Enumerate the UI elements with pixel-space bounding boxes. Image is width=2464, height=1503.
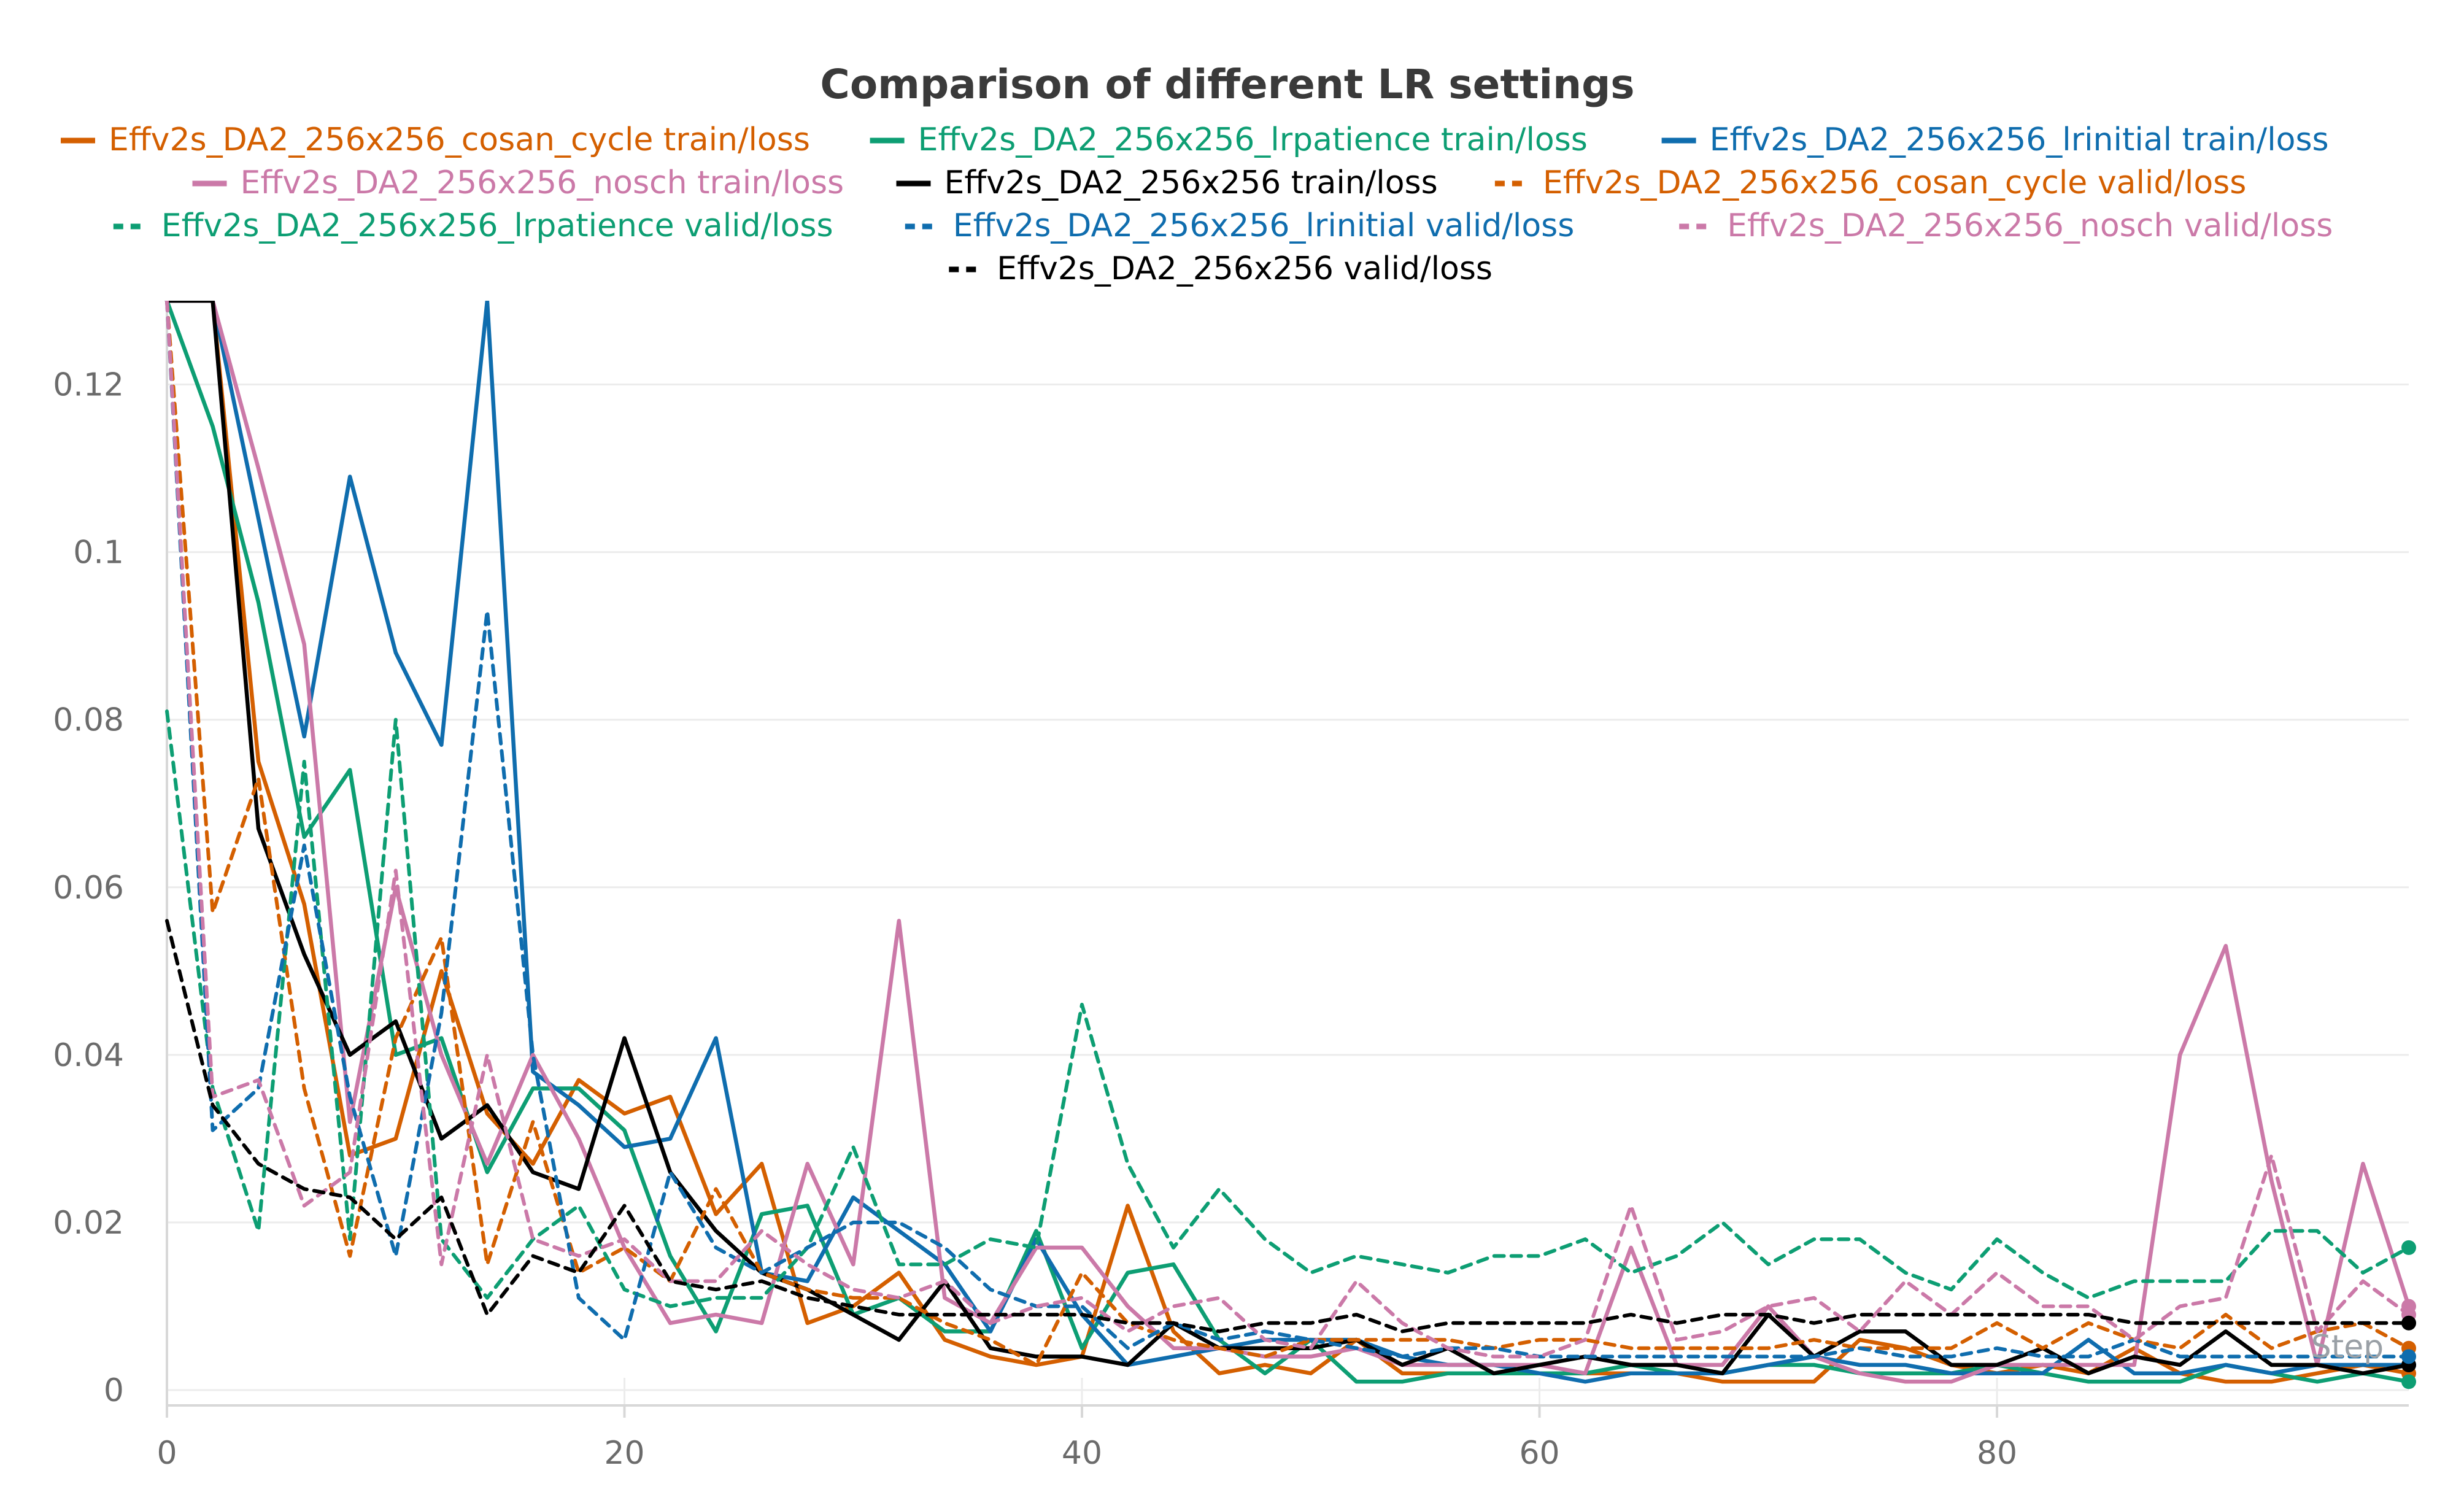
series-end-point-9 [2401, 1315, 2416, 1331]
y-tick-label: 0 [104, 1372, 124, 1409]
legend-item[interactable]: Effv2s_DA2_256x256_lrpatience valid/loss [113, 207, 833, 244]
legend-item[interactable]: Effv2s_DA2_256x256_nosch valid/loss [1679, 207, 2333, 244]
series-line-2 [164, 301, 2411, 1384]
legend-item[interactable]: Effv2s_DA2_256x256_lrinitial train/loss [1661, 122, 2329, 158]
legend-item[interactable]: Effv2s_DA2_256x256 train/loss [896, 164, 1438, 201]
x-tick-label: 20 [604, 1435, 644, 1472]
legend-label: Effv2s_DA2_256x256_nosch valid/loss [1727, 207, 2333, 244]
series-line-7 [165, 301, 2411, 1359]
y-tick-label: 0.08 [53, 702, 124, 739]
series-end-point-7 [2401, 1349, 2416, 1364]
y-tick-label: 0.06 [53, 870, 124, 906]
legend-item[interactable]: Effv2s_DA2_256x256_lrpatience train/loss [870, 122, 1588, 158]
legend-label: Effv2s_DA2_256x256_cosan_cycle valid/los… [1543, 164, 2246, 201]
legend-item[interactable]: Effv2s_DA2_256x256_nosch train/loss [192, 164, 844, 201]
legend-label: Effv2s_DA2_256x256_nosch train/loss [241, 164, 844, 201]
y-tick-label: 0.1 [73, 535, 124, 571]
legend-label: Effv2s_DA2_256x256_lrinitial train/loss [1710, 122, 2329, 158]
x-tick-label: 80 [1977, 1435, 2017, 1472]
series-line-6 [165, 709, 2411, 1308]
legend-item[interactable]: Effv2s_DA2_256x256_cosan_cycle valid/los… [1494, 164, 2246, 201]
series-line-8 [165, 301, 2411, 1359]
x-axis-label: Step [2311, 1329, 2384, 1366]
legend-item[interactable]: Effv2s_DA2_256x256_cosan_cycle train/los… [61, 122, 810, 158]
legend-item[interactable]: Effv2s_DA2_256x256_lrinitial valid/loss [905, 207, 1575, 244]
x-tick-label: 0 [156, 1435, 177, 1472]
x-tick-label: 60 [1519, 1435, 1559, 1472]
series-end-point-6 [2401, 1240, 2416, 1255]
grid-lines [166, 384, 2409, 1405]
series-line-1 [164, 301, 2411, 1384]
legend-item[interactable]: Effv2s_DA2_256x256 valid/loss [949, 250, 1493, 287]
series-line-0 [164, 301, 2411, 1384]
legend-label: Effv2s_DA2_256x256 valid/loss [997, 250, 1493, 287]
series-line-5 [165, 301, 2411, 1367]
x-tick-label: 40 [1062, 1435, 1102, 1472]
series-line-9 [165, 919, 2411, 1334]
legend-label: Effv2s_DA2_256x256_lrinitial valid/loss [953, 207, 1575, 244]
y-tick-label: 0.04 [53, 1037, 124, 1074]
series-end-point-1 [2401, 1374, 2416, 1389]
axes: 0 0.02 0.04 0.06 0.08 0.1 0.12 0 20 40 60 80 [53, 301, 2409, 1472]
legend-label: Effv2s_DA2_256x256_lrpatience train/loss [918, 122, 1588, 158]
legend-label: Effv2s_DA2_256x256_lrpatience valid/loss [161, 207, 833, 244]
legend-label: Effv2s_DA2_256x256 train/loss [944, 164, 1438, 201]
legend-label: Effv2s_DA2_256x256_cosan_cycle train/los… [109, 122, 810, 158]
y-tick-label: 0.02 [53, 1205, 124, 1242]
legend: Effv2s_DA2_256x256_cosan_cycle train/los… [61, 122, 2333, 287]
series-line-3 [164, 301, 2411, 1384]
series-layer [164, 301, 2416, 1389]
y-tick-label: 0.12 [53, 367, 124, 404]
chart-title: Comparison of different LR settings [820, 61, 1634, 108]
